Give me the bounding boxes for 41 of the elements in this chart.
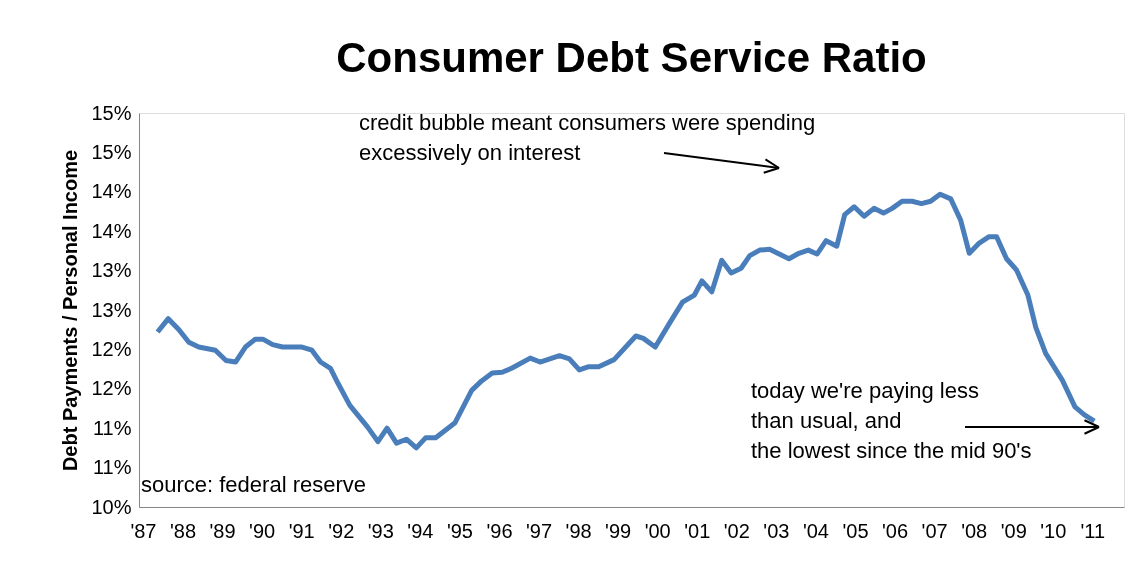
x-tick-label: '95 <box>446 519 473 542</box>
y-tick-label: 14% <box>91 219 132 242</box>
y-tick-label: 12% <box>91 337 132 360</box>
x-tick-label: '00 <box>644 519 671 542</box>
x-tick-label: '09 <box>1000 519 1027 542</box>
x-tick-label: '08 <box>961 519 988 542</box>
annotation: today we're paying less than usual, and the lowest since the mid 90's <box>751 378 1032 463</box>
x-tick-label: '89 <box>209 519 236 542</box>
y-tick-label: 10% <box>91 495 132 518</box>
x-tick-label: '01 <box>684 519 711 542</box>
x-tick-label: '87 <box>130 519 157 542</box>
x-tick-label: '99 <box>605 519 632 542</box>
y-tick-label: 12% <box>91 377 132 400</box>
y-axis-title: Debt Payments / Personal Income <box>59 149 82 472</box>
y-tick-label: 15% <box>91 140 132 163</box>
y-tick-label: 11% <box>92 456 132 479</box>
x-tick-label: '10 <box>1040 519 1067 542</box>
x-tick-label: '91 <box>288 519 315 542</box>
x-tick-label: '93 <box>367 519 394 542</box>
x-tick-label: '04 <box>802 519 829 542</box>
x-tick-label: '98 <box>565 519 592 542</box>
y-tick-label: 11% <box>92 416 132 439</box>
x-tick-label: '07 <box>921 519 948 542</box>
x-tick-label: '03 <box>763 519 790 542</box>
x-tick-label: '11 <box>1080 519 1106 542</box>
y-tick-label: 14% <box>91 180 132 203</box>
x-tick-label: '88 <box>169 519 197 542</box>
chart-title: Consumer Debt Service Ratio <box>336 34 927 81</box>
annotation: credit bubble meant consumers were spending excessively on interest <box>359 110 816 165</box>
x-tick-label: '96 <box>486 519 513 542</box>
y-tick-label: 13% <box>91 259 132 282</box>
y-tick-label: 13% <box>91 298 132 321</box>
x-tick-label: '90 <box>249 519 276 542</box>
x-tick-label: '92 <box>328 519 355 542</box>
x-tick-label: '97 <box>526 519 553 542</box>
y-tick-label: 15% <box>91 101 132 124</box>
x-tick-label: '02 <box>723 519 750 542</box>
x-tick-label: '06 <box>882 519 909 542</box>
x-tick-label: '94 <box>407 519 434 542</box>
x-tick-label: '05 <box>842 519 869 542</box>
annotation: source: federal reserve <box>141 472 366 497</box>
